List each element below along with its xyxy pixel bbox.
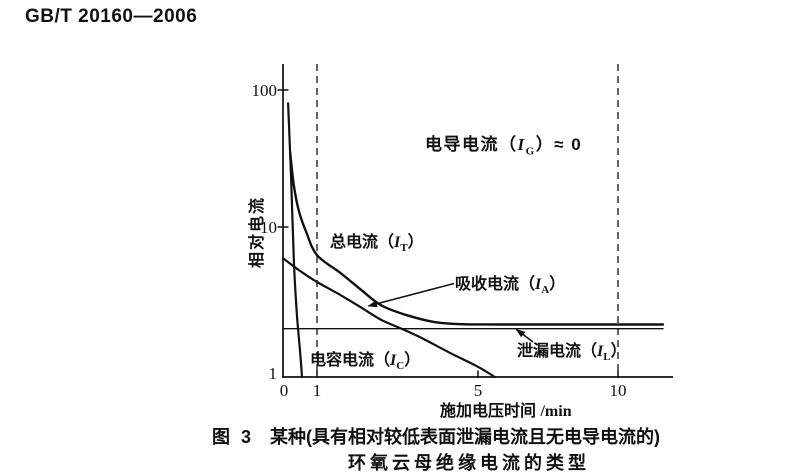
curve-IA: [281, 257, 496, 379]
current-subscript: C: [396, 360, 405, 373]
label-absorption-current: 吸收电流（IA）: [455, 276, 565, 296]
curve-IC: [287, 102, 304, 379]
current-symbol: I: [517, 135, 526, 154]
x-axis-title-text: 施加电压时间: [440, 403, 537, 420]
label-text: ）: [549, 276, 566, 293]
current-subscript: T: [400, 242, 408, 255]
figure-title: 某种(具有相对较低表面泄漏电流且无电导电流的): [270, 427, 661, 447]
current-symbol: I: [597, 343, 604, 360]
x-tick-label-10: 10: [609, 381, 627, 400]
label-text: 电容电流（: [310, 352, 391, 369]
label-text: 电导电流（: [425, 135, 518, 154]
y-tick-label-100: 100: [251, 81, 278, 100]
x-axis-unit: /min: [540, 403, 572, 420]
figure-caption-line2: 环氧云母绝缘电流的类型: [348, 453, 590, 472]
label-text: 吸收电流（: [455, 276, 536, 293]
standard-number: GB/T 20160—2006: [25, 6, 198, 27]
label-text: ）≈ 0: [535, 135, 583, 154]
leakage-current-arrow: [515, 328, 534, 343]
label-total-current: 总电流（IT）: [330, 234, 424, 254]
current-symbol: I: [394, 234, 401, 251]
current-symbol: I: [390, 352, 397, 369]
current-subscript: G: [525, 145, 536, 158]
label-leakage-current: 泄漏电流（IL）: [517, 343, 627, 363]
y-tick-label-1: 1: [268, 364, 278, 383]
figure-caption-line1: 图 3 某种(具有相对较低表面泄漏电流且无电导电流的): [212, 423, 660, 449]
current-subscript: L: [603, 351, 611, 364]
label-conduction-current: 电导电流（IG）≈ 0: [425, 135, 583, 158]
label-text: ）: [407, 234, 424, 251]
figure-number: 图 3: [212, 427, 255, 447]
label-text: 泄漏电流（: [517, 343, 598, 360]
x-tick-label-1: 1: [312, 381, 322, 400]
label-text: ）: [404, 352, 421, 369]
x-tick-label-0: 0: [279, 381, 289, 400]
curves-group: [281, 64, 665, 379]
label-capacitance-current: 电容电流（IC）: [310, 352, 420, 372]
y-tick-label-10: 10: [260, 218, 277, 237]
current-subscript: A: [541, 284, 550, 297]
x-tick-label-5: 5: [473, 381, 483, 400]
label-text: ）: [610, 343, 627, 360]
label-text: 总电流（: [330, 234, 395, 251]
y-axis-title: 相对电流: [249, 196, 266, 269]
x-axis-title: 施加电压时间 /min: [440, 397, 572, 421]
current-symbol: I: [535, 276, 542, 293]
absorption-current-arrow: [367, 282, 455, 308]
